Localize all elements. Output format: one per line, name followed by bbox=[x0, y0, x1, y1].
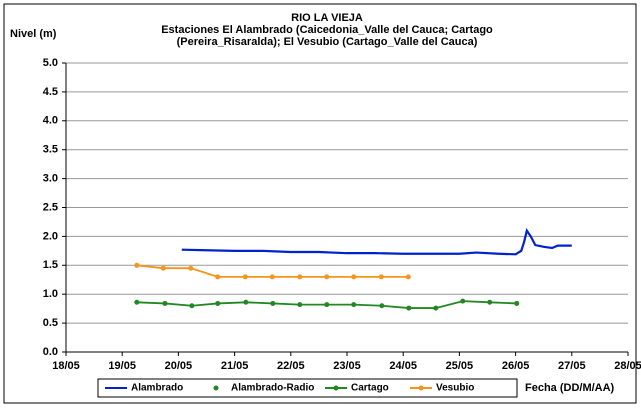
legend-label: Alambrado-Radio bbox=[231, 383, 314, 394]
data-point bbox=[188, 265, 194, 271]
data-point bbox=[378, 274, 384, 280]
x-tick-label: 21/05 bbox=[221, 360, 249, 372]
y-tick-label: 4.0 bbox=[43, 115, 58, 127]
x-axis-label: Fecha (DD/M/AA) bbox=[525, 382, 615, 394]
data-point bbox=[324, 302, 330, 308]
series-line bbox=[181, 227, 572, 256]
chart-title: RIO LA VIEJA bbox=[291, 12, 363, 24]
x-tick-label: 28/05 bbox=[614, 360, 641, 372]
legend-label: Alambrado bbox=[131, 383, 183, 394]
y-tick-label: 0.0 bbox=[43, 346, 58, 358]
x-tick-label: 23/05 bbox=[333, 360, 361, 372]
x-tick-label: 19/05 bbox=[108, 360, 136, 372]
data-point bbox=[351, 274, 357, 280]
data-point bbox=[215, 300, 221, 306]
data-point bbox=[487, 299, 493, 305]
data-point bbox=[269, 274, 275, 280]
data-point bbox=[189, 303, 195, 309]
y-axis-label: Nivel (m) bbox=[10, 28, 57, 40]
y-tick-label: 3.0 bbox=[43, 173, 58, 185]
data-point bbox=[270, 300, 276, 306]
data-point bbox=[433, 305, 439, 311]
y-tick-label: 0.5 bbox=[43, 317, 58, 329]
data-point bbox=[160, 265, 166, 271]
chart-subtitle: (Pereira_Risaralda); El Vesubio (Cartago… bbox=[177, 36, 478, 48]
x-tick-label: 27/05 bbox=[558, 360, 586, 372]
y-tick-label: 3.5 bbox=[43, 144, 58, 156]
data-point bbox=[134, 262, 140, 268]
y-tick-label: 1.5 bbox=[43, 259, 58, 271]
data-point bbox=[379, 303, 385, 309]
data-point bbox=[460, 298, 466, 304]
data-point bbox=[243, 299, 249, 305]
legend-marker bbox=[333, 385, 339, 391]
y-tick-label: 4.5 bbox=[43, 86, 58, 98]
chart-subtitle: Estaciones El Alambrado (Caicedonia_Vall… bbox=[161, 24, 493, 36]
data-point bbox=[134, 299, 140, 305]
data-point bbox=[514, 300, 520, 306]
y-tick-label: 2.5 bbox=[43, 201, 58, 213]
data-point bbox=[242, 274, 248, 280]
data-point bbox=[215, 274, 221, 280]
data-point bbox=[162, 300, 168, 306]
data-point bbox=[406, 305, 412, 311]
y-tick-label: 1.0 bbox=[43, 288, 58, 300]
x-tick-label: 20/05 bbox=[165, 360, 193, 372]
legend-label: Vesubio bbox=[436, 383, 474, 394]
y-tick-label: 5.0 bbox=[43, 57, 58, 69]
x-tick-label: 25/05 bbox=[446, 360, 474, 372]
x-tick-label: 18/05 bbox=[52, 360, 80, 372]
chart-frame bbox=[3, 3, 637, 404]
legend-label: Cartago bbox=[351, 383, 389, 394]
data-point bbox=[351, 302, 357, 308]
x-tick-label: 26/05 bbox=[502, 360, 530, 372]
x-tick-label: 22/05 bbox=[277, 360, 305, 372]
data-point bbox=[297, 302, 303, 308]
y-tick-label: 2.0 bbox=[43, 230, 58, 242]
legend-marker bbox=[213, 385, 219, 391]
legend-marker bbox=[418, 385, 424, 391]
data-point bbox=[405, 274, 411, 280]
x-tick-label: 24/05 bbox=[389, 360, 417, 372]
data-point bbox=[297, 274, 303, 280]
data-point bbox=[324, 274, 330, 280]
legend-box bbox=[97, 378, 518, 398]
